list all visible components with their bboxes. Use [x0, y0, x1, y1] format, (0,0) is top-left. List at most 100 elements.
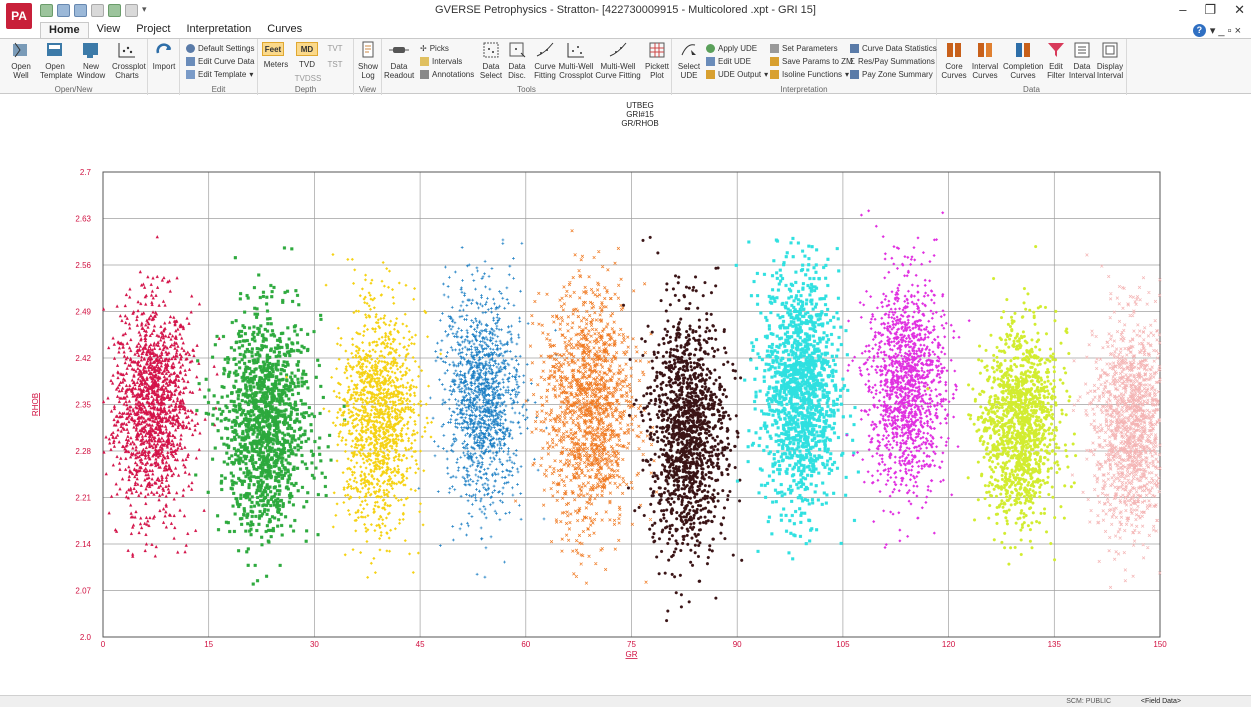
core-curves-button[interactable]: Core Curves	[939, 41, 969, 80]
tab-interpretation[interactable]: Interpretation	[186, 23, 252, 35]
curve-data-statistics-button[interactable]: Curve Data Statistics	[850, 43, 937, 54]
open-template-button[interactable]: Open Template	[40, 41, 72, 80]
tab-view[interactable]: View	[96, 23, 121, 35]
completion-curves-button[interactable]: Completion Curves	[1003, 41, 1043, 80]
tvd-toggle[interactable]: TVD	[299, 60, 315, 69]
qat-refresh-icon[interactable]	[91, 4, 104, 17]
multi-well-curve-fitting-label: Multi-Well Curve Fitting	[595, 62, 641, 80]
ude-output-button[interactable]: UDE Output ▾	[706, 69, 768, 80]
data-select-label: Data Select	[479, 62, 503, 80]
crossplot-charts-button[interactable]: Crossplot Charts	[112, 41, 146, 80]
data-interval-label: Data Interval	[1068, 62, 1096, 80]
scatter-points	[734, 236, 860, 561]
picks-button[interactable]: ✢ Picks	[420, 43, 449, 54]
multi-well-crossplot-button[interactable]: Multi-Well Crossplot	[556, 41, 596, 80]
data-disc-button[interactable]: Data Disc.	[502, 41, 532, 80]
tst-toggle[interactable]: TST	[327, 60, 343, 69]
qat-open-icon[interactable]	[40, 4, 53, 17]
annotations-label: Annotations	[432, 70, 475, 79]
crossplot-chart[interactable]: 0 15 30 45 60 75 90 105 120 135 150 2.0 2.07 2.14 2.21…	[0, 95, 1251, 695]
feet-toggle[interactable]: Feet	[262, 42, 284, 56]
multi-well-curve-fitting-button[interactable]: Multi-Well Curve Fitting	[594, 41, 642, 80]
md-toggle[interactable]: MD	[296, 42, 318, 56]
qat-well-icon[interactable]	[108, 4, 121, 17]
multi-well-crossplot-icon	[567, 43, 584, 58]
y-tick-label: 2.07	[75, 587, 91, 596]
data-select-button[interactable]: Data Select	[476, 41, 506, 80]
select-ude-button[interactable]: Select UDE	[674, 41, 704, 80]
app-logo[interactable]: PA	[6, 3, 32, 29]
group-interpretation: Select UDE Apply UDE Edit UDE UDE Output…	[672, 39, 937, 95]
default-settings-button[interactable]: Default Settings	[186, 43, 254, 54]
data-series-4	[513, 229, 659, 585]
edit-curve-data-label: Edit Curve Data	[198, 57, 255, 66]
save-params-to-zm-button[interactable]: Save Params to ZM	[770, 56, 853, 67]
minimize-button[interactable]: –	[1179, 2, 1187, 17]
isoline-functions-label: Isoline Functions	[782, 70, 843, 79]
qat-save-icon[interactable]	[57, 4, 70, 17]
open-well-label: Open Well	[11, 62, 31, 80]
y-tick-label: 2.28	[75, 447, 91, 456]
y-axis-label: RHOB	[31, 393, 40, 416]
annotations-button[interactable]: Annotations	[420, 69, 474, 80]
interval-curves-button[interactable]: Interval Curves	[970, 41, 1000, 80]
scatter-points	[284, 252, 443, 580]
show-log-button[interactable]: Show Log	[353, 41, 383, 80]
tvt-toggle[interactable]: TVT	[327, 44, 343, 53]
tvdss-toggle[interactable]: TVDSS	[294, 74, 322, 83]
plot-title-line-well: GRI#15	[626, 110, 654, 119]
ude-output-label: UDE Output	[718, 70, 762, 79]
edit-template-button[interactable]: Edit Template ▾	[186, 69, 253, 80]
crossplot-panel[interactable]: UTBEG GRI#15 GR/RHOB 0 15 30 45 60 75 90 105 120…	[0, 95, 1251, 695]
help-icon[interactable]: ?	[1192, 24, 1206, 37]
meters-toggle[interactable]: Meters	[263, 60, 289, 69]
isoline-functions-button[interactable]: Isoline Functions ▾	[770, 69, 849, 80]
display-interval-button[interactable]: Display Interval	[1095, 41, 1125, 80]
tab-home[interactable]: Home	[40, 22, 89, 38]
res-pay-summations-button[interactable]: Σ Res/Pay Summations	[850, 56, 935, 67]
data-series-1	[194, 246, 347, 586]
curve-fitting-button[interactable]: Curve Fitting	[530, 41, 560, 80]
qat-customize-icon[interactable]: ▾	[142, 4, 147, 14]
import-button[interactable]: Import	[149, 41, 179, 71]
data-series-6	[734, 236, 860, 561]
y-tick-label: 2.49	[75, 308, 91, 317]
edit-curve-data-icon	[186, 57, 195, 66]
data-series-7	[845, 209, 971, 550]
set-parameters-button[interactable]: Set Parameters	[770, 43, 838, 54]
tab-project[interactable]: Project	[136, 23, 171, 35]
pay-zone-summary-button[interactable]: Pay Zone Summary	[850, 69, 933, 80]
qat-save-all-icon[interactable]	[74, 4, 87, 17]
set-parameters-icon	[770, 44, 779, 53]
apply-ude-button[interactable]: Apply UDE	[706, 43, 757, 54]
data-series-5	[621, 235, 753, 623]
sigma-icon: Σ	[850, 57, 855, 66]
new-window-button[interactable]: New Window	[76, 41, 106, 80]
edit-filter-button[interactable]: Edit Filter	[1041, 41, 1071, 80]
interval-curves-label: Interval Curves	[971, 62, 999, 80]
chevron-down-icon: ▾	[249, 70, 254, 79]
y-tick-label: 2.63	[75, 215, 91, 224]
data-series-9	[1070, 253, 1162, 590]
edit-curve-data-button[interactable]: Edit Curve Data	[186, 56, 254, 67]
data-readout-button[interactable]: Data Readout	[384, 41, 414, 80]
restore-button[interactable]: ❐	[1204, 2, 1217, 17]
select-ude-icon	[681, 44, 696, 56]
pickett-plot-button[interactable]: Pickett Plot	[642, 41, 672, 80]
plot-frame	[102, 171, 1161, 638]
y-tick-label: 2.14	[75, 540, 91, 549]
group-data: Core Curves Interval Curves Completion C…	[937, 39, 1127, 95]
ribbon: Open Well Open Template New Window Cross…	[0, 38, 1251, 95]
data-series-2	[284, 252, 443, 580]
select-ude-label: Select UDE	[677, 62, 701, 80]
qat-print-icon[interactable]	[125, 4, 138, 17]
open-well-button[interactable]: Open Well	[6, 41, 36, 80]
picks-icon: ✢	[420, 44, 427, 53]
intervals-button[interactable]: Intervals	[420, 56, 462, 67]
ribbon-options-icon[interactable]: ▾ _ ▫ ×	[1209, 25, 1241, 37]
completion-curves-icon	[1016, 43, 1030, 57]
tab-curves[interactable]: Curves	[267, 23, 303, 35]
edit-ude-button[interactable]: Edit UDE	[706, 56, 751, 67]
data-interval-button[interactable]: Data Interval	[1067, 41, 1097, 80]
close-button[interactable]: ✕	[1234, 2, 1245, 17]
